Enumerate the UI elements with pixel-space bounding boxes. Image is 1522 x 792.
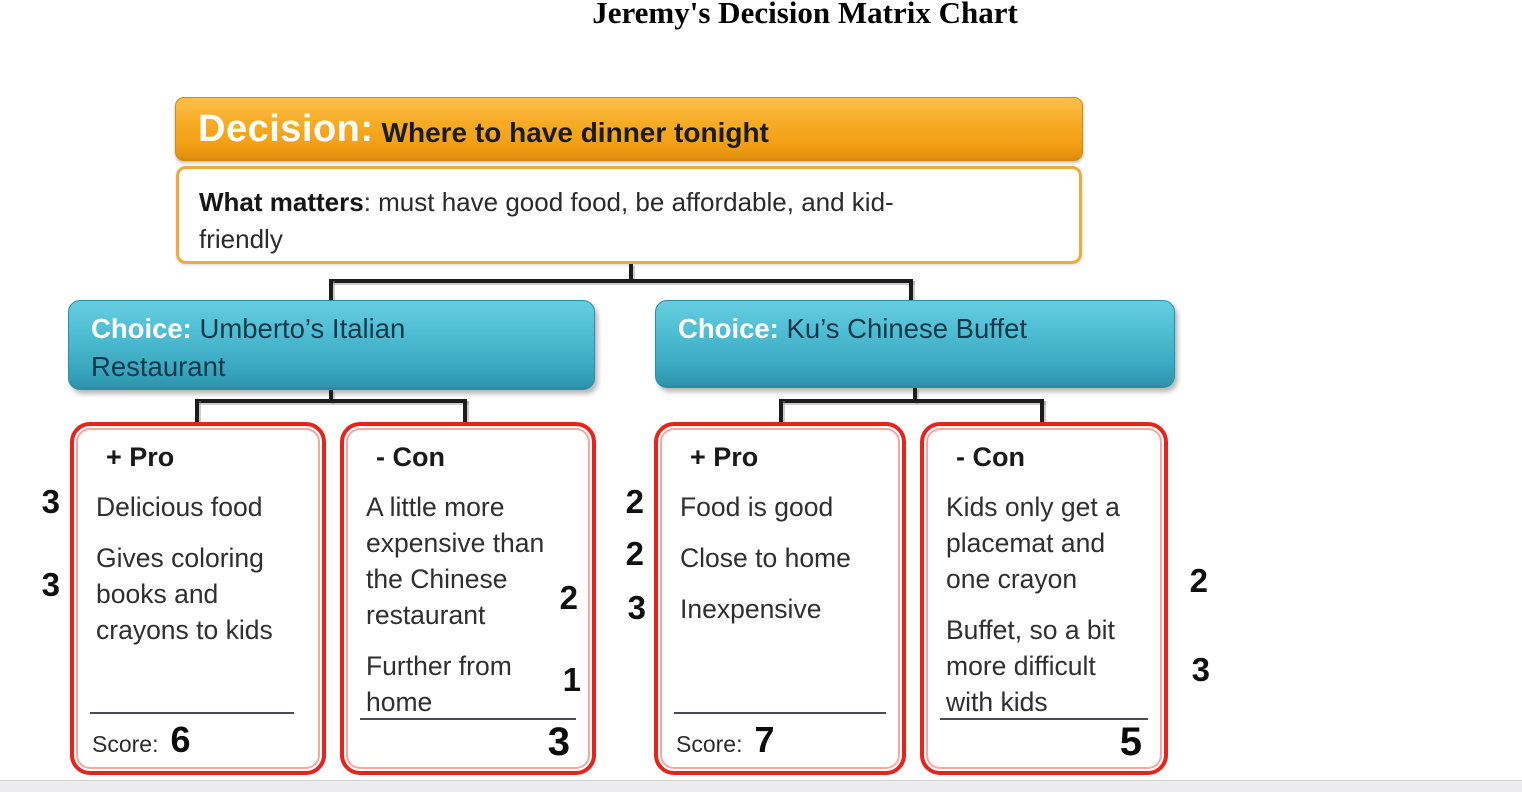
pro-item: Food is good [680, 492, 834, 522]
choice-text: Choice: Ku’s Chinese Buffet [678, 313, 1027, 344]
con-card-umbertos: - Con A little more expensive than the C… [340, 422, 596, 775]
connector-line [629, 264, 633, 280]
item-weight: 2 [625, 535, 644, 572]
item-weight: 3 [1191, 651, 1210, 688]
connector-line [329, 279, 333, 302]
pro-card-kus: + Pro Food is good Close to home Inexpen… [654, 422, 906, 775]
connector-line [195, 399, 467, 403]
connector-line [1040, 399, 1044, 424]
choice-box-kus: Choice: Ku’s Chinese Buffet [655, 300, 1175, 388]
score-label: Score: [676, 731, 743, 757]
score-total: 5 [1119, 720, 1142, 764]
item-weight: 1 [562, 661, 581, 698]
connector-line [909, 279, 913, 302]
con-item: Further from home [366, 651, 512, 717]
score-divider [940, 718, 1148, 720]
item-weight: 2 [625, 483, 644, 520]
con-header: - Con [376, 442, 445, 472]
pro-header: + Pro [106, 442, 175, 472]
item-weight: 2 [1189, 562, 1208, 599]
score-label: Score: [92, 731, 159, 757]
con-item: A little more expensive than the Chinese… [366, 492, 545, 630]
score-total: 6 [170, 719, 191, 760]
score-area: Score: 6 [90, 712, 294, 767]
score-total: 7 [754, 719, 775, 760]
score-area: 5 [940, 718, 1148, 767]
pro-item: Gives coloring books and crayons to kids [96, 543, 273, 645]
decision-label: Decision: [198, 107, 374, 150]
score-divider [360, 718, 576, 720]
choice-label: Choice: [91, 313, 192, 344]
page-title: Jeremy's Decision Matrix Chart [592, 0, 1018, 30]
criteria-label: What matters [199, 187, 364, 217]
con-card-kus: - Con Kids only get a placemat and one c… [920, 422, 1168, 775]
score-row: Score: 7 [674, 714, 886, 767]
connector-line [195, 399, 199, 424]
connector-line [779, 399, 783, 424]
pro-item: Inexpensive [680, 594, 822, 624]
con-item: Kids only get a placemat and one crayon [946, 492, 1120, 594]
criteria-box: What matters: must have good food, be af… [176, 166, 1082, 264]
score-row: Score: 6 [90, 714, 294, 767]
score-area: 3 [360, 718, 576, 767]
decision-text: Where to have dinner tonight [381, 116, 769, 148]
connector-line [913, 388, 917, 402]
choice-label: Choice: [678, 313, 779, 344]
pro-item: Delicious food [96, 492, 263, 522]
score-area: Score: 7 [674, 712, 886, 767]
choice-text: Choice: Umberto’s Italian Restaurant [91, 310, 491, 386]
con-header: - Con [956, 442, 1025, 472]
pro-item: Close to home [680, 543, 851, 573]
footer-strip [0, 780, 1522, 792]
item-weight: 2 [559, 579, 578, 616]
score-total: 3 [547, 720, 570, 764]
score-divider [674, 712, 886, 714]
pro-header: + Pro [690, 442, 759, 472]
connector-line [329, 279, 913, 283]
criteria-text: : must have good food, be affordable, an… [363, 187, 894, 217]
criteria-text-line2: friendly [199, 224, 283, 254]
decision-banner: Decision: Where to have dinner tonight [175, 97, 1083, 161]
connector-line [329, 390, 333, 402]
pro-card-umbertos: + Pro Delicious food Gives coloring book… [70, 422, 326, 775]
score-divider [90, 712, 294, 714]
con-item: Buffet, so a bit more difficult with kid… [946, 615, 1115, 717]
choice-name: Ku’s Chinese Buffet [786, 313, 1028, 344]
connector-line [779, 399, 1044, 403]
item-weight: 3 [41, 483, 60, 520]
connector-line [463, 399, 467, 424]
item-weight: 3 [41, 566, 60, 603]
choice-box-umbertos: Choice: Umberto’s Italian Restaurant [68, 300, 595, 390]
choice-name: Umberto’s Italian Restaurant [91, 313, 406, 382]
item-weight: 3 [627, 589, 646, 626]
